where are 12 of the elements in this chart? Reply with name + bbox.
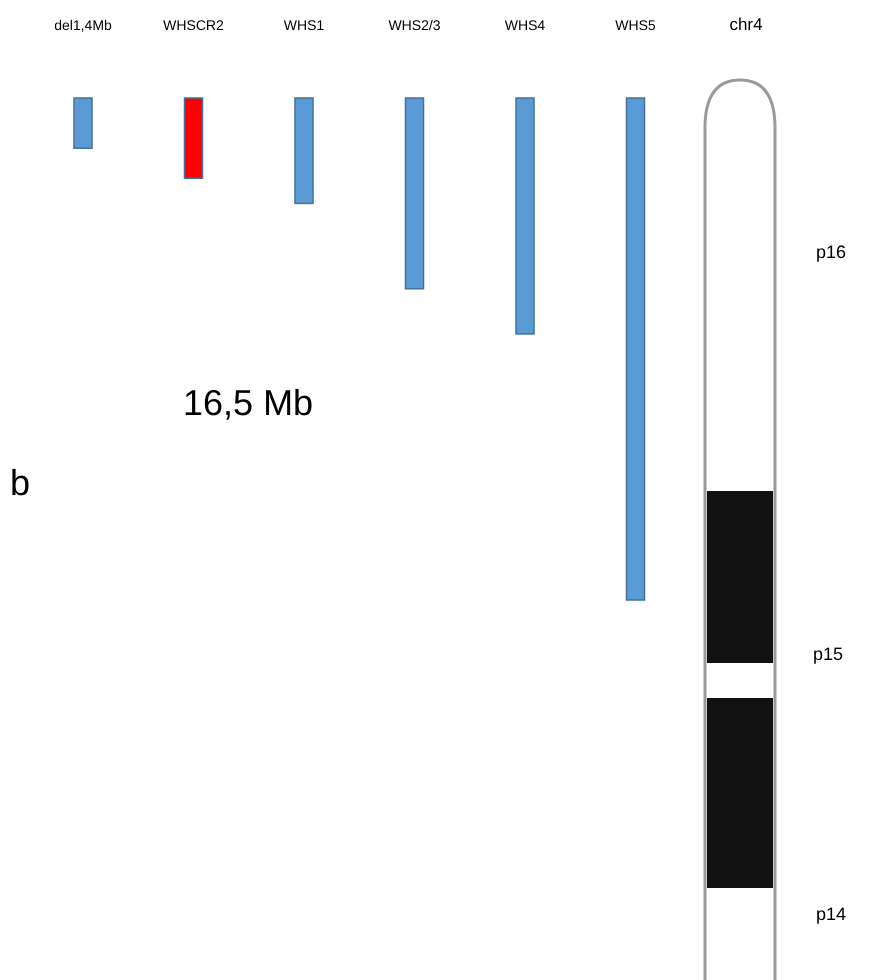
x-tick-label: WHS4 [504, 17, 546, 33]
text: p15 [813, 644, 844, 664]
x-tick-label: WHS1 [284, 17, 324, 33]
x-tick-label: WHS5 [615, 17, 656, 33]
x-tick-label: del1,4Mb [54, 17, 112, 33]
text: p16 [816, 242, 846, 262]
text: p14 [816, 904, 846, 924]
annotation: 16,5 Mb [183, 382, 314, 423]
text: chr4 [729, 15, 763, 34]
x-tick-label: WHSCR2 [163, 17, 224, 33]
annotation: b [10, 462, 30, 503]
x-tick-label: WHS2/3 [388, 17, 441, 33]
